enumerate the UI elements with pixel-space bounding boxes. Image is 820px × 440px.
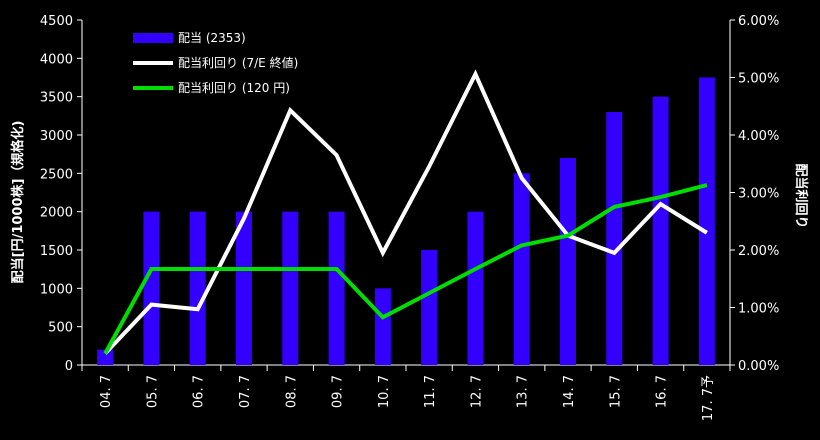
right-tick-label: 0.00% (738, 359, 779, 374)
right-tick-label: 1.00% (738, 302, 779, 317)
bar (328, 211, 345, 365)
right-tick-label: 4.00% (738, 129, 779, 144)
left-axis-title: 配当[円/1000株]（規格化) (10, 121, 26, 284)
plot-area (81, 20, 731, 366)
x-tick-label: 09. 7 (331, 375, 346, 408)
bar (513, 173, 530, 365)
bar (421, 250, 438, 365)
x-tick-label: 04. 7 (99, 375, 114, 408)
right-tick-label: 3.00% (738, 187, 779, 202)
x-tick-label: 17. 7予 (701, 375, 716, 421)
line-series (103, 69, 708, 355)
left-tick-label: 3000 (40, 129, 73, 144)
x-tick-label: 05. 7 (145, 375, 160, 408)
bar-series (97, 77, 715, 366)
bar (282, 211, 299, 365)
left-tick-label: 500 (48, 321, 73, 336)
legend-swatch (133, 33, 173, 43)
legend-label: 配当利回り (120 円) (178, 81, 290, 95)
legend: 配当 (2353) 配当利回り (7/E 終値) 配当利回り (120 円) (133, 31, 298, 95)
bar (189, 211, 206, 365)
bar (374, 288, 391, 365)
x-tick-label: 11. 7 (423, 375, 438, 408)
bar (143, 211, 160, 365)
x-tick-label: 16. 7 (655, 375, 670, 408)
right-tick-label: 2.00% (738, 244, 779, 259)
right-axis: 0.00% 1.00% 2.00% 3.00% 4.00% 5.00% 6.00% (730, 14, 779, 374)
left-tick-label: 0 (65, 359, 73, 374)
right-axis-title: 配当利回り (793, 163, 809, 228)
left-tick-label: 2500 (40, 167, 73, 182)
left-tick-label: 3500 (40, 91, 73, 106)
bar (236, 211, 252, 365)
right-tick-label: 6.00% (738, 14, 779, 29)
bar (606, 112, 623, 365)
x-tick-label: 12. 7 (469, 375, 484, 408)
x-tick-label: 14. 7 (562, 375, 577, 408)
x-tick-label: 15. 7 (608, 375, 623, 408)
left-tick-label: 4000 (40, 52, 73, 67)
left-tick-label: 2000 (40, 206, 73, 221)
left-tick-label: 1500 (40, 244, 73, 259)
x-tick-label: 06. 7 (192, 375, 207, 408)
legend-label: 配当 (2353) (178, 31, 246, 45)
x-tick-label: 10. 7 (377, 375, 392, 408)
left-axis: 0 500 1000 1500 2000 2500 3000 3500 4000 4500 (40, 14, 82, 374)
series-line (103, 69, 708, 355)
bar (652, 96, 669, 366)
bar (97, 349, 114, 365)
left-tick-label: 4500 (40, 14, 73, 29)
bar (560, 158, 576, 365)
series-line (103, 183, 708, 355)
x-tick-label: 07. 7 (238, 375, 253, 408)
x-tick-label: 08. 7 (284, 375, 299, 408)
x-axis: 04. 7 05. 7 06. 7 07. 7 08. 7 09. 7 10. 7 11. 7… (81, 365, 731, 421)
bar (467, 211, 484, 365)
bar (698, 77, 715, 365)
legend-label: 配当利回り (7/E 終値) (178, 55, 298, 70)
right-tick-label: 5.00% (738, 72, 779, 87)
x-tick-label: 13. 7 (516, 375, 531, 408)
left-tick-label: 1000 (40, 282, 73, 297)
